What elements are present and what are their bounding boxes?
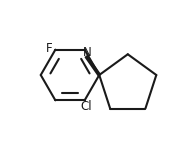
Text: Cl: Cl: [80, 100, 92, 113]
Text: F: F: [46, 42, 53, 55]
Text: N: N: [83, 46, 91, 59]
